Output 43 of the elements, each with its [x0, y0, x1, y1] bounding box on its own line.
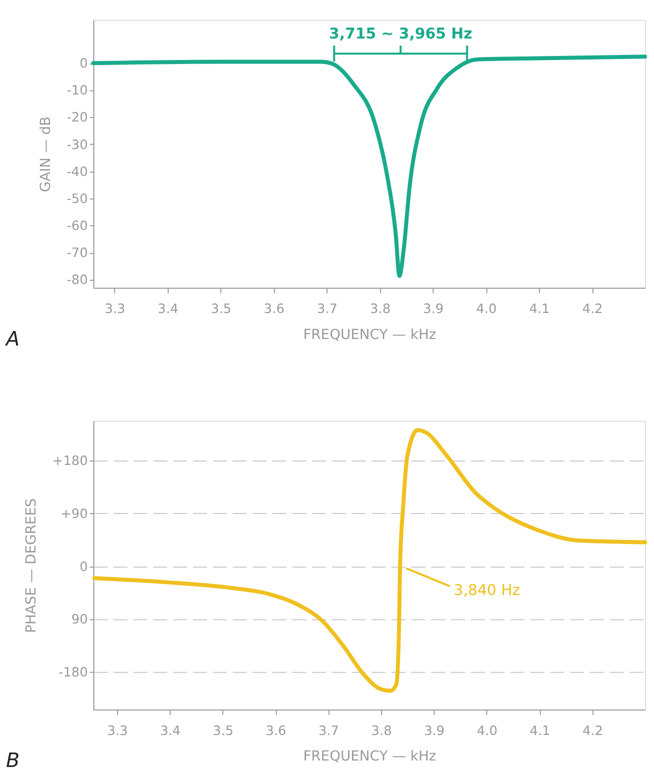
y-tick-label: -30 [66, 138, 88, 153]
x-tick-label: 3.9 [423, 302, 444, 318]
text: B [6, 749, 20, 772]
y-tick-label: -40 [66, 164, 88, 180]
y-axis-title: PHASE — DEGREES [24, 498, 40, 634]
x-tick-label: 3.7 [316, 302, 338, 318]
y-tick-label: +90 [60, 506, 88, 522]
x-tick-label: 3.4 [160, 724, 181, 739]
x-tick-label: 3.7 [318, 724, 340, 739]
y-tick-label: -60 [66, 218, 88, 234]
y-tick-label: 0 [80, 56, 88, 72]
x-tick-label: 4.1 [529, 302, 550, 318]
x-tick-label: 3.8 [370, 302, 391, 318]
x-tick-label: 4.0 [476, 302, 497, 318]
annotation: 3,715 ~ 3,965 Hz [329, 24, 472, 43]
x-tick-label: 3.5 [210, 302, 232, 318]
y-tick-label: -80 [66, 273, 88, 288]
y-tick-label: -70 [66, 246, 88, 262]
y-tick-label: -20 [66, 110, 88, 126]
line-series [92, 428, 648, 693]
text: A [4, 327, 20, 350]
x-tick-label: 4.2 [582, 302, 603, 318]
annotation: 3,840 Hz [454, 581, 520, 600]
y-tick-label: -50 [66, 192, 88, 207]
x-tick-label: 3.3 [104, 302, 126, 318]
y-tick-label: 0 [80, 560, 88, 575]
x-tick-label: 3.4 [158, 302, 178, 318]
y-tick-label: +180 [52, 454, 88, 470]
x-axis-title: FREQUENCY — kHz [303, 748, 436, 765]
x-tick-label: 3.6 [264, 302, 284, 318]
x-tick-label: 3.6 [266, 724, 286, 739]
y-tick-label: 90 [71, 612, 88, 628]
y-axis-title: GAIN — dB [38, 116, 54, 192]
x-tick-label: 3.8 [371, 724, 392, 739]
x-tick-label: 4.0 [476, 724, 498, 739]
x-tick-label: 3.3 [107, 724, 128, 739]
x-axis-title: FREQUENCY — kHz [303, 326, 436, 343]
x-tick-label: 3.5 [212, 724, 234, 739]
y-tick-label: -10 [66, 84, 88, 99]
y-tick-label: -180 [58, 665, 88, 680]
x-tick-label: 4.1 [530, 724, 550, 739]
x-tick-label: 4.2 [582, 724, 604, 739]
x-tick-label: 3.9 [424, 724, 445, 739]
